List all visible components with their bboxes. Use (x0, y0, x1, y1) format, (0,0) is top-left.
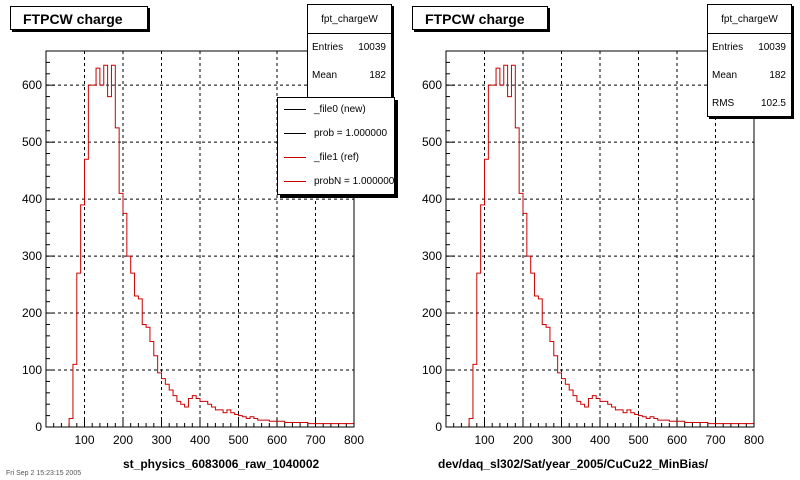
y-tick-label: 200 (22, 306, 42, 320)
y-tick-label: 100 (422, 363, 442, 377)
stats-row-mean: Mean 182 (708, 62, 791, 90)
x-tick-label: 500 (228, 433, 248, 447)
stats-row-entries: Entries 10039 (708, 34, 791, 62)
legend-label: probN = 1.000000 (314, 176, 395, 187)
y-tick-label: 600 (22, 78, 42, 92)
footer-timestamp: Fri Sep 2 15:23:15 2005 (6, 470, 82, 477)
stats-label: RMS (712, 98, 735, 109)
x-tick-label: 300 (151, 433, 171, 447)
legend-entry: _file1 (ref) (278, 146, 394, 170)
x-tick-label: 200 (513, 433, 533, 447)
chart-title: FTPCW charge (10, 6, 148, 30)
y-tick-label: 200 (422, 306, 442, 320)
y-tick-label: 500 (422, 135, 442, 149)
stats-label: Entries (712, 42, 744, 53)
histogram-plot: 100 200 300 400 500 600 700 800 0 100 200 300 400 500… (422, 50, 764, 447)
x-tick-label: 400 (190, 433, 210, 447)
x-tick-label: 800 (744, 433, 764, 447)
x-tick-label: 800 (344, 433, 364, 447)
x-tick-label: 600 (267, 433, 287, 447)
left-pad: FTPCW charge 100 200 300 400 500 600 700 800 0 10… (10, 4, 395, 471)
x-tick-label: 700 (305, 433, 325, 447)
x-tick-label: 500 (628, 433, 648, 447)
stats-title: fpt_chargeW (308, 5, 391, 34)
stats-box: fpt_chargeW Entries 10039 Mean 182 RMS 1… (707, 4, 792, 117)
legend-swatch (284, 109, 306, 110)
stats-row-mean: Mean 182 (308, 62, 391, 90)
x-axis-label: st_physics_6083006_raw_1040002 (123, 457, 320, 471)
legend-entry: probN = 1.000000 (278, 170, 394, 194)
stats-value: 182 (769, 70, 786, 81)
stats-label: Entries (312, 42, 344, 53)
legend-label: _file0 (new) (314, 104, 366, 115)
plot-frame (45, 50, 355, 428)
y-tick-label: 0 (35, 420, 42, 434)
legend-entry: _file0 (new) (278, 98, 394, 122)
stats-value: 10039 (358, 42, 386, 53)
stats-value: 182 (369, 70, 386, 81)
legend-label: prob = 1.000000 (314, 128, 388, 139)
right-pad: FTPCW charge 100 200 300 400 500 600 700 800 0 10… (400, 0, 800, 480)
legend-swatch (284, 133, 306, 134)
stats-label: Mean (712, 70, 738, 81)
y-tick-label: 300 (22, 249, 42, 263)
x-axis-label: dev/daq_sl302/Sat/year_2005/CuCu22_MinBi… (438, 457, 709, 471)
y-tick-label: 0 (435, 420, 442, 434)
y-tick-label: 400 (422, 192, 442, 206)
legend-label: _file1 (ref) (314, 152, 360, 163)
y-tick-label: 600 (422, 78, 442, 92)
chart-title: FTPCW charge (412, 6, 548, 30)
x-tick-label: 200 (113, 433, 133, 447)
x-tick-label: 700 (705, 433, 725, 447)
stats-value: 102.5 (760, 98, 786, 109)
stats-label: Mean (312, 70, 338, 81)
histogram-line (446, 64, 754, 428)
y-tick-label: 500 (22, 135, 42, 149)
plot-frame (445, 50, 755, 428)
y-tick-label: 400 (22, 192, 42, 206)
y-tick-label: 300 (422, 249, 442, 263)
x-tick-label: 400 (590, 433, 610, 447)
stats-row-rms: RMS 102.5 (708, 90, 791, 118)
x-tick-label: 100 (74, 433, 94, 447)
stats-row-entries: Entries 10039 (308, 34, 391, 62)
x-tick-label: 300 (551, 433, 571, 447)
legend: _file0 (new) prob = 1.000000 _file1 (ref… (277, 97, 395, 195)
legend-swatch (284, 181, 306, 182)
legend-entry: prob = 1.000000 (278, 122, 394, 146)
x-tick-label: 600 (667, 433, 687, 447)
y-tick-label: 100 (22, 363, 42, 377)
x-tick-label: 100 (474, 433, 494, 447)
legend-swatch (284, 157, 306, 158)
stats-value: 10039 (758, 42, 786, 53)
histogram-line (46, 64, 354, 428)
stats-title: fpt_chargeW (708, 5, 791, 34)
